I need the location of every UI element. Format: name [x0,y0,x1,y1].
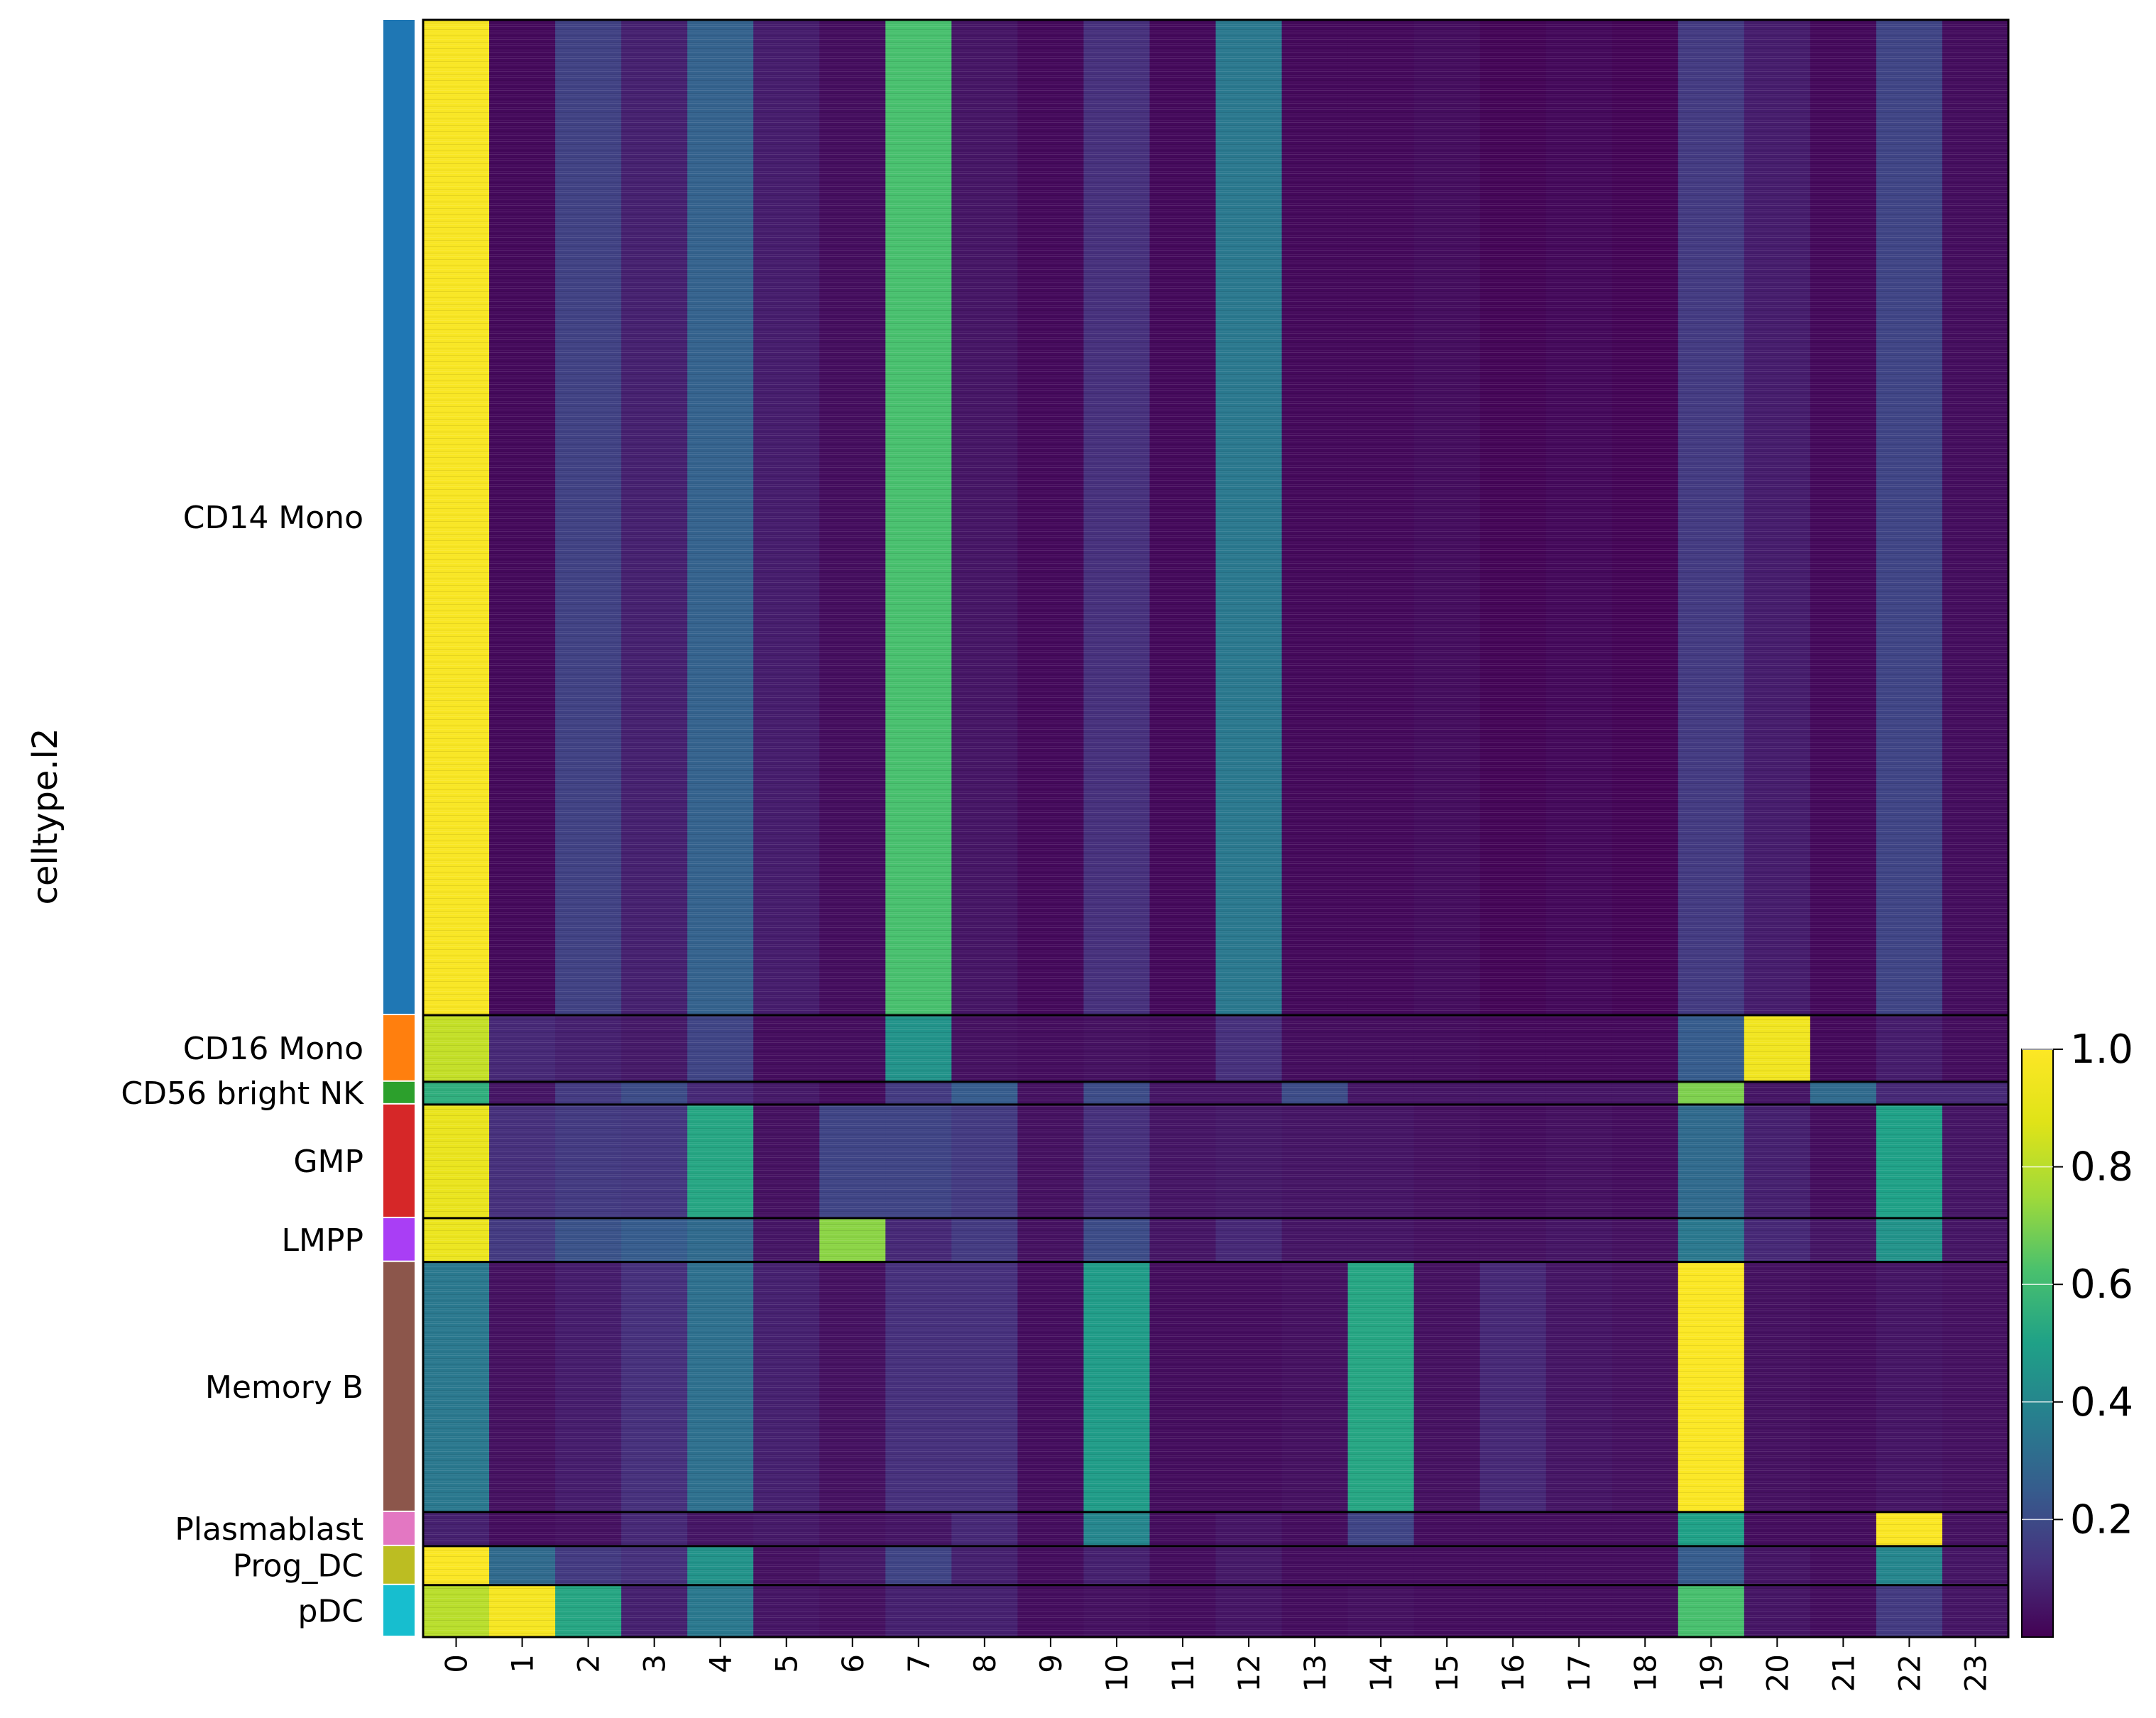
group-label: Memory B [205,1369,363,1406]
x-tick-label: 0 [439,1654,474,1673]
group-label: LMPP [281,1222,363,1259]
x-tick-label: 13 [1298,1654,1333,1692]
heatmap-streak-texture [423,20,2008,1637]
group-separators [423,1014,2008,1587]
group-label: pDC [297,1593,363,1629]
colorbar [2021,1049,2054,1638]
x-tick-label: 1 [505,1654,540,1673]
group-label: CD56 bright NK [121,1076,364,1112]
group-color-bar [383,1218,415,1261]
y-axis-label: celltype.l2 [26,728,65,905]
x-tick-label: 14 [1364,1654,1399,1692]
group-label: Plasmablast [175,1511,363,1548]
x-tick-label: 12 [1232,1654,1266,1692]
x-tick-label: 21 [1826,1654,1861,1692]
x-tick-label: 11 [1166,1654,1200,1692]
group-label: Prog_DC [233,1548,363,1584]
colorbar-tick-label: 0.4 [2070,1379,2133,1426]
colorbar-tick-label: 0.8 [2070,1144,2133,1191]
x-tick-label: 15 [1430,1654,1465,1692]
colorbar-ticks: 0.2 0.4 0.6 0.8 1.0 [2022,1027,2133,1543]
x-axis-ticks: 0 1 2 3 4 5 6 7 8 9 10 11 12 13 14 15 16 17 18 19 20 21 22 23 [439,1637,1993,1692]
group-label: CD16 Mono [183,1031,363,1067]
group-color-bar [383,1081,415,1103]
x-tick-label: 10 [1100,1654,1134,1692]
colorbar-tick-label: 0.2 [2070,1497,2133,1543]
group-label: GMP [293,1144,363,1180]
x-tick-label: 17 [1562,1654,1597,1692]
x-tick-label: 16 [1496,1654,1531,1692]
group-color-bar [383,1511,415,1545]
x-tick-label: 20 [1760,1654,1795,1692]
x-tick-label: 9 [1034,1654,1068,1673]
group-color-bar [383,1262,415,1511]
x-tick-label: 2 [571,1654,606,1673]
x-tick-label: 4 [704,1654,738,1673]
group-color-bar [383,1585,415,1636]
x-tick-label: 3 [638,1654,672,1673]
x-tick-label: 22 [1892,1654,1927,1692]
x-tick-label: 23 [1958,1654,1993,1692]
group-color-bar [383,1015,415,1080]
x-tick-label: 5 [770,1654,804,1673]
colorbar-tick-label: 1.0 [2070,1027,2133,1073]
group-label: CD14 Mono [183,500,363,536]
group-annotation-bar [383,20,415,1636]
group-color-bar [383,1104,415,1217]
colorbar-tick-label: 0.6 [2070,1262,2133,1308]
x-tick-label: 6 [836,1654,870,1673]
x-tick-label: 8 [968,1654,1002,1673]
heatmap-frame [422,18,2010,1638]
x-tick-label: 18 [1628,1654,1663,1692]
group-labels: CD14 Mono CD16 Mono CD56 bright NK GMP LMPP M… [121,500,364,1629]
x-tick-label: 7 [902,1654,936,1673]
group-color-bar [383,20,415,1014]
group-color-bar [383,1545,415,1584]
x-tick-label: 19 [1694,1654,1729,1692]
